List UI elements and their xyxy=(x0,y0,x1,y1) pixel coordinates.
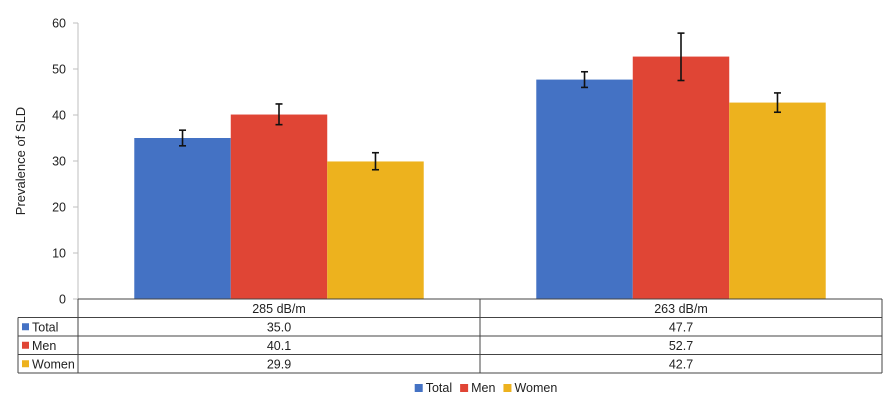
bar-men xyxy=(230,114,328,299)
y-tick-label: 10 xyxy=(52,247,66,261)
bar-men xyxy=(632,56,730,299)
table-cell-value: 42.7 xyxy=(669,357,693,371)
table-header-category: 285 dB/m xyxy=(252,302,306,316)
legend-swatch xyxy=(414,384,423,392)
legend-label: Men xyxy=(471,381,495,395)
bar-total xyxy=(134,138,231,299)
legend-item-women: Women xyxy=(503,381,557,395)
legend-swatch xyxy=(460,384,469,392)
table-header-category: 263 dB/m xyxy=(654,302,708,316)
legend-label: Women xyxy=(514,381,557,395)
bars xyxy=(134,32,826,299)
table-legend-key-total xyxy=(22,323,29,331)
legend-item-men: Men xyxy=(460,381,495,395)
table-cell-value: 35.0 xyxy=(267,320,291,334)
table-cell-value: 29.9 xyxy=(267,357,291,371)
legend: Total Men Women xyxy=(414,381,557,395)
table-cell-value: 47.7 xyxy=(669,320,693,334)
table-legend-key-women xyxy=(22,360,29,368)
y-axis-title: Prevalence of SLD xyxy=(13,107,28,215)
y-axis: 0 10 20 30 40 50 60 xyxy=(52,17,79,307)
table-row-label: Women xyxy=(32,357,75,371)
bar-women xyxy=(729,102,826,299)
legend-label: Total xyxy=(426,381,452,395)
table-row-label: Men xyxy=(32,339,56,353)
table-legend-key-men xyxy=(22,341,29,349)
table-cell-value: 40.1 xyxy=(267,339,291,353)
bar-women xyxy=(327,161,424,299)
y-tick-label: 40 xyxy=(52,109,66,123)
y-tick-label: 60 xyxy=(52,17,66,31)
legend-swatch xyxy=(503,384,512,392)
table-cell-value: 52.7 xyxy=(669,339,693,353)
table-row-label: Total xyxy=(32,320,58,334)
y-tick-label: 0 xyxy=(59,293,66,307)
y-tick-label: 20 xyxy=(52,201,66,215)
y-tick-label: 30 xyxy=(52,155,66,169)
legend-item-total: Total xyxy=(414,381,452,395)
bar-total xyxy=(536,79,633,299)
y-tick-label: 50 xyxy=(52,63,66,77)
data-table: 285 dB/m 263 dB/m Total 35.0 47.7 Men 40.1 52.7… xyxy=(17,298,883,374)
